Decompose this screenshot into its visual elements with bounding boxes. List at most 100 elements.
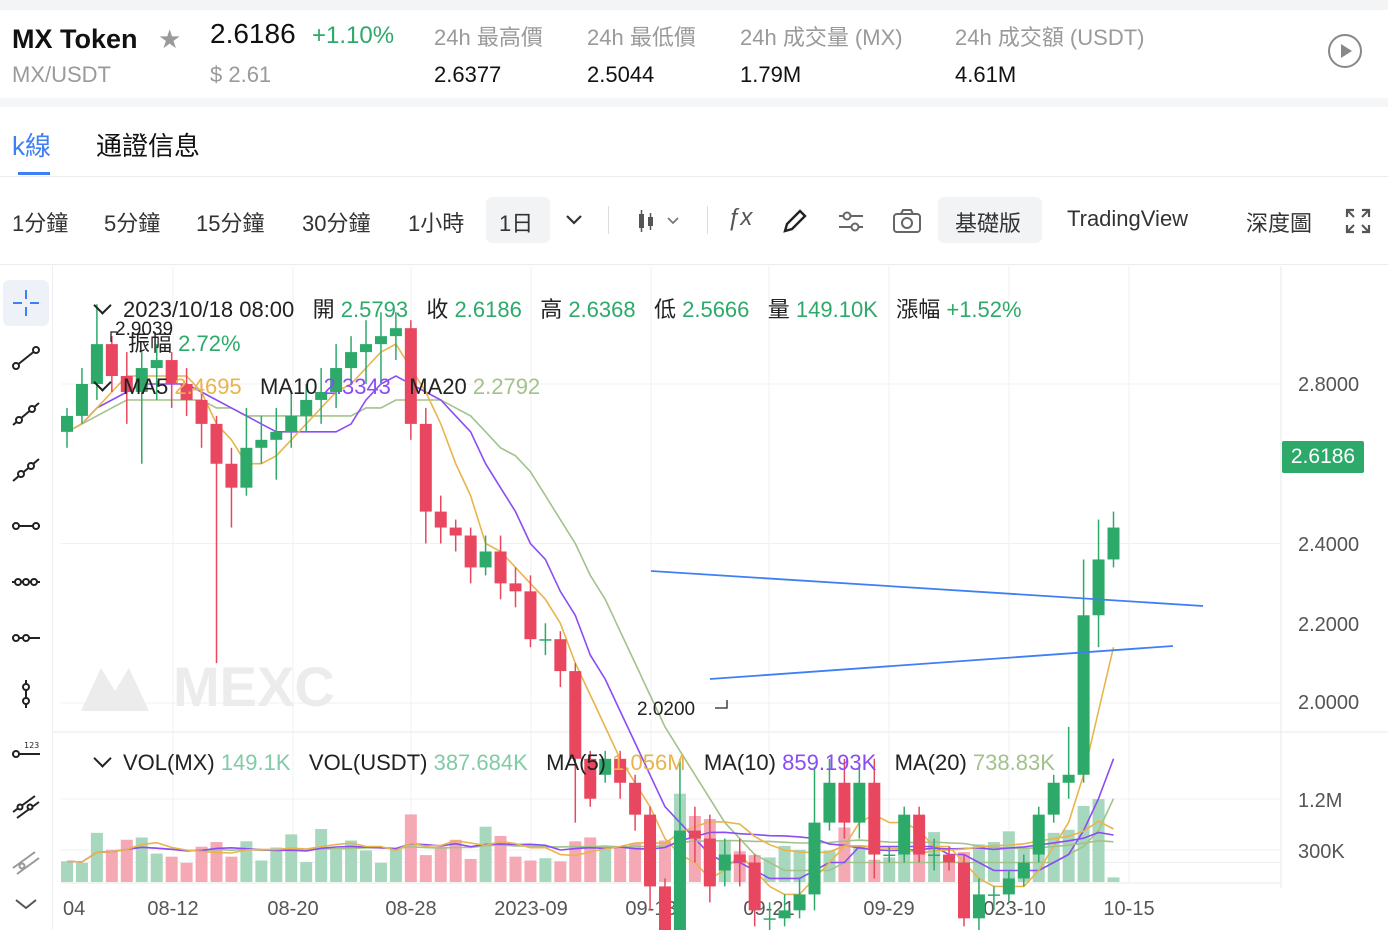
watermark-logo bbox=[81, 668, 149, 711]
price-tick-label: 2.2000 bbox=[1298, 614, 1359, 636]
kline-chart[interactable]: MEXC 2.8000 2.4000 2.2000 2.0000 1.2M 300K 04 08… bbox=[53, 266, 1388, 930]
low-marker-arrow bbox=[715, 700, 728, 709]
version-tradingview[interactable]: TradingView bbox=[1067, 206, 1189, 231]
crosshair-tool[interactable] bbox=[3, 280, 49, 326]
tabs-divider bbox=[0, 176, 1388, 177]
trend-line-icon[interactable] bbox=[10, 342, 42, 374]
vol-ma5-line bbox=[66, 820, 1114, 863]
volume-bar bbox=[135, 837, 148, 882]
price-tick-label: 2.0000 bbox=[1298, 692, 1359, 714]
candle-body bbox=[703, 838, 716, 887]
low-label: 低 bbox=[653, 297, 676, 322]
candle-body bbox=[838, 782, 851, 823]
high-marker-arrow bbox=[110, 331, 117, 342]
collapse-chevron-icon[interactable] bbox=[93, 749, 112, 768]
vol-ma5-label: MA(5) bbox=[546, 750, 607, 775]
vol-ma10-label: MA(10) bbox=[703, 750, 776, 775]
extended-line-icon[interactable] bbox=[10, 454, 42, 486]
chevron-down-icon[interactable] bbox=[564, 210, 584, 230]
candle-type-icon[interactable] bbox=[636, 207, 686, 235]
volume-bar bbox=[1002, 831, 1015, 882]
vol-ma10-value: 859.193K bbox=[782, 750, 877, 775]
parallel-channel-icon[interactable] bbox=[10, 790, 42, 822]
price-tick-label: 2.8000 bbox=[1298, 374, 1359, 396]
vol-label: 量 bbox=[767, 297, 790, 322]
vol-mx-value: 149.1K bbox=[220, 750, 291, 775]
more-tools-chevron-icon[interactable] bbox=[10, 888, 42, 920]
ohlc-legend: 2023/10/18 08:00 開 2.5793 收 2.6186 高 2.6… bbox=[93, 292, 1022, 324]
settings-sliders-icon[interactable] bbox=[836, 206, 866, 236]
collapse-chevron-icon[interactable] bbox=[93, 296, 112, 315]
candle-body bbox=[898, 814, 911, 855]
play-icon[interactable] bbox=[1328, 34, 1362, 68]
candle-body bbox=[255, 439, 268, 448]
interval-1d[interactable]: 1日 bbox=[499, 211, 534, 236]
tab-token-info[interactable]: 通證信息 bbox=[96, 131, 201, 161]
candle-body bbox=[240, 447, 253, 488]
candle-body bbox=[135, 368, 148, 392]
candle-body bbox=[345, 352, 358, 369]
horizontal-segment-icon[interactable] bbox=[10, 622, 42, 654]
vertical-line-icon[interactable] bbox=[10, 678, 42, 710]
interval-5m[interactable]: 5分鐘 bbox=[104, 211, 161, 236]
low-marker-label: 2.0200 bbox=[637, 699, 695, 720]
volume-bar bbox=[195, 846, 208, 882]
tab-kline[interactable]: k線 bbox=[12, 131, 52, 161]
candle-body bbox=[972, 894, 985, 919]
horizontal-ray-icon[interactable] bbox=[10, 566, 42, 598]
vol-usdt-value: 387.684K bbox=[433, 750, 528, 775]
volume-bar bbox=[374, 862, 387, 882]
volume-bar bbox=[105, 849, 118, 882]
candle-body bbox=[688, 830, 701, 839]
candle-body bbox=[494, 551, 507, 584]
volume-tick-label: 300K bbox=[1298, 841, 1345, 863]
amplitude-legend: 振幅 2.72% bbox=[128, 326, 241, 358]
ma5-value: 2.4695 bbox=[174, 374, 242, 399]
vol-mx-label: VOL(MX) bbox=[123, 750, 215, 775]
version-basic[interactable]: 基礎版 bbox=[955, 211, 1022, 236]
ma10-label: MA10 bbox=[260, 374, 318, 399]
star-icon[interactable]: ★ bbox=[158, 24, 182, 54]
candle-body bbox=[1017, 862, 1030, 879]
crosshair-icon bbox=[13, 290, 39, 316]
candle-body bbox=[539, 639, 552, 641]
collapse-chevron-icon[interactable] bbox=[93, 373, 112, 392]
stat-label-high: 24h 最高價 bbox=[434, 25, 543, 50]
candle-body bbox=[75, 384, 88, 416]
version-depth[interactable]: 深度圖 bbox=[1246, 211, 1313, 236]
candle-body bbox=[1092, 559, 1105, 616]
candle-body bbox=[868, 782, 881, 855]
candle-body bbox=[300, 399, 313, 416]
interval-30m[interactable]: 30分鐘 bbox=[302, 211, 371, 236]
price-channel-icon[interactable] bbox=[10, 846, 42, 878]
volume-bar bbox=[898, 853, 911, 882]
price-tick-label: 2.4000 bbox=[1298, 534, 1359, 556]
pencil-icon[interactable] bbox=[780, 206, 810, 236]
section-divider bbox=[0, 98, 1388, 107]
camera-icon[interactable] bbox=[892, 207, 922, 235]
amp-label: 振幅 bbox=[128, 331, 173, 356]
vol-ma5-value: 1.056M bbox=[612, 750, 686, 775]
active-version-bg bbox=[938, 197, 1042, 243]
ray-line-icon[interactable] bbox=[10, 398, 42, 430]
volume-bar bbox=[165, 856, 178, 882]
candle-body bbox=[360, 344, 372, 353]
indicator-fx-icon[interactable]: ƒx bbox=[727, 204, 753, 231]
candle-body bbox=[524, 591, 537, 640]
volume-bar bbox=[1047, 832, 1060, 882]
interval-1m[interactable]: 1分鐘 bbox=[12, 211, 69, 236]
ma20-value: 2.2792 bbox=[472, 374, 541, 399]
interval-15m[interactable]: 15分鐘 bbox=[196, 211, 265, 236]
candle-body bbox=[285, 415, 298, 432]
stat-value-high: 2.6377 bbox=[434, 62, 502, 87]
candle-body bbox=[733, 854, 746, 863]
x-tick-label: 04 bbox=[63, 898, 85, 920]
price-line-icon[interactable]: 123 bbox=[10, 734, 42, 766]
token-name: MX Token bbox=[12, 24, 138, 54]
volume-bar bbox=[629, 843, 642, 882]
ma5-label: MA5 bbox=[123, 374, 169, 399]
fullscreen-icon[interactable] bbox=[1345, 208, 1371, 234]
toolbar-separator bbox=[707, 206, 708, 234]
horizontal-line-icon[interactable] bbox=[10, 510, 42, 542]
interval-1h[interactable]: 1小時 bbox=[408, 211, 465, 236]
